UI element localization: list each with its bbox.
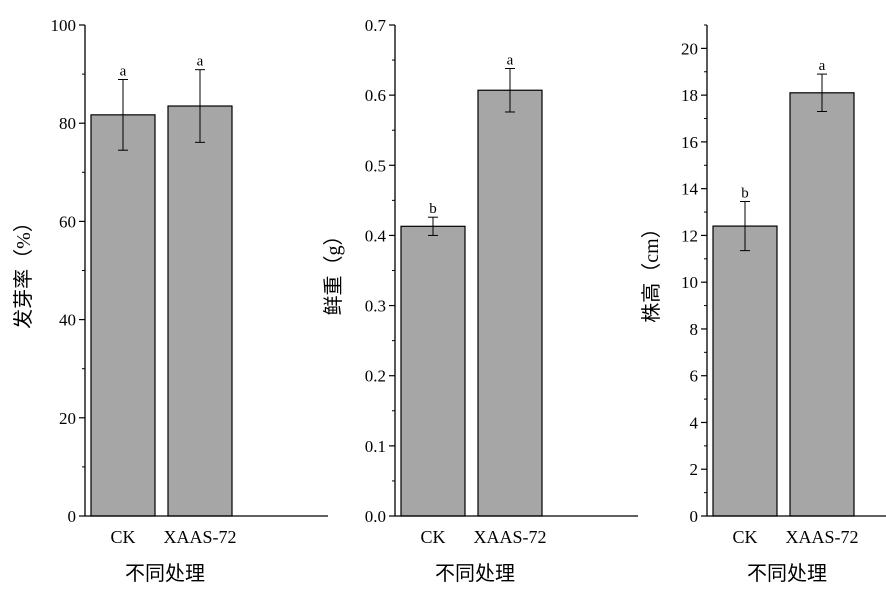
x-axis-title: 不同处理 bbox=[125, 562, 205, 585]
bar-ck bbox=[400, 225, 466, 517]
y-tick-label: 0.3 bbox=[365, 297, 386, 316]
y-tick-label: 14 bbox=[681, 180, 699, 199]
chart-panel-2: b CK a XAAS-72 0.0 0.1 0.2 0.3 0.4 0.5 0.6 0.7 鲜重（g）… bbox=[322, 16, 638, 585]
chart-panel-3: b CK a XAAS-72 0 2 4 6 8 10 12 14 16 18 20 株高（cm） 不同处理 bbox=[640, 24, 886, 585]
y-tick-label: 2 bbox=[690, 460, 699, 479]
bar-ck bbox=[90, 114, 156, 517]
category-label: CK bbox=[732, 527, 757, 547]
bar-xaas-72 bbox=[477, 89, 543, 517]
significance-label: a bbox=[120, 64, 127, 80]
y-tick-label: 0.4 bbox=[365, 226, 387, 245]
significance-label: a bbox=[507, 52, 514, 68]
significance-label: b bbox=[741, 186, 749, 202]
y-tick-label: 20 bbox=[59, 409, 76, 428]
y-tick-label: 6 bbox=[690, 367, 699, 386]
y-tick-label: 16 bbox=[681, 133, 698, 152]
y-tick-label: 0.0 bbox=[365, 507, 386, 526]
category-label: XAAS-72 bbox=[473, 527, 546, 547]
y-tick-label: 0 bbox=[68, 507, 77, 526]
significance-label: a bbox=[197, 54, 204, 70]
chart-panel-1: a CK a XAAS-72 0 20 40 60 80 100 发芽率（%） 不同处理 bbox=[12, 16, 328, 585]
y-tick-label: 80 bbox=[59, 114, 76, 133]
category-label: CK bbox=[420, 527, 445, 547]
significance-label: a bbox=[819, 58, 826, 74]
y-axis-title: 发芽率（%） bbox=[12, 212, 35, 329]
y-tick-label: 0.6 bbox=[365, 86, 386, 105]
category-label: XAAS-72 bbox=[163, 527, 236, 547]
bar-ck bbox=[712, 225, 778, 517]
y-tick-label: 20 bbox=[681, 39, 698, 58]
y-tick-label: 40 bbox=[59, 311, 76, 330]
x-axis-title: 不同处理 bbox=[747, 562, 827, 585]
y-axis-title: 鲜重（g） bbox=[322, 226, 345, 316]
y-tick-label: 10 bbox=[681, 273, 698, 292]
y-tick-label: 0 bbox=[690, 507, 699, 526]
y-axis-title: 株高（cm） bbox=[640, 218, 663, 322]
y-tick-label: 100 bbox=[51, 16, 77, 35]
y-tick-label: 18 bbox=[681, 86, 698, 105]
y-tick-label: 60 bbox=[59, 212, 76, 231]
y-tick-label: 0.2 bbox=[365, 367, 386, 386]
y-tick-label: 0.1 bbox=[365, 437, 386, 456]
category-label: CK bbox=[110, 527, 135, 547]
significance-label: b bbox=[429, 201, 437, 217]
bar-xaas-72 bbox=[167, 105, 233, 517]
y-tick-label: 0.5 bbox=[365, 156, 386, 175]
y-tick-label: 12 bbox=[681, 226, 698, 245]
bar-xaas-72 bbox=[789, 92, 855, 517]
x-axis-title: 不同处理 bbox=[435, 562, 515, 585]
y-tick-label: 0.7 bbox=[365, 16, 387, 35]
category-label: XAAS-72 bbox=[785, 527, 858, 547]
y-tick-label: 4 bbox=[690, 413, 699, 432]
y-tick-label: 8 bbox=[690, 320, 699, 339]
